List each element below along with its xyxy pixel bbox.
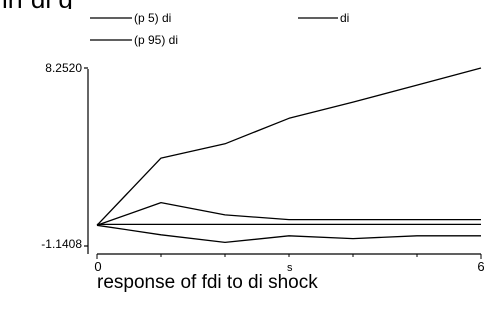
legend-label-p5: (p 5) di <box>134 11 172 25</box>
x-tick-6: 6 <box>477 259 485 274</box>
series-line-p5 <box>96 224 481 244</box>
legend-label-p95: (p 95) di <box>134 33 179 47</box>
series-line-di <box>96 201 481 226</box>
y-tick-min: -1.1408 <box>41 237 82 251</box>
chart-title-clip: irf di g <box>0 0 140 9</box>
chart-title: irf di g <box>2 0 73 9</box>
y-tick-max: 8.2520 <box>45 61 82 75</box>
x-axis-label: s <box>287 262 293 274</box>
legend-label-di: di <box>340 11 350 25</box>
series-line-p95 <box>96 67 482 226</box>
x-tick-0: 0 <box>94 259 102 274</box>
chart-caption: response of fdi to di shock <box>97 272 318 293</box>
